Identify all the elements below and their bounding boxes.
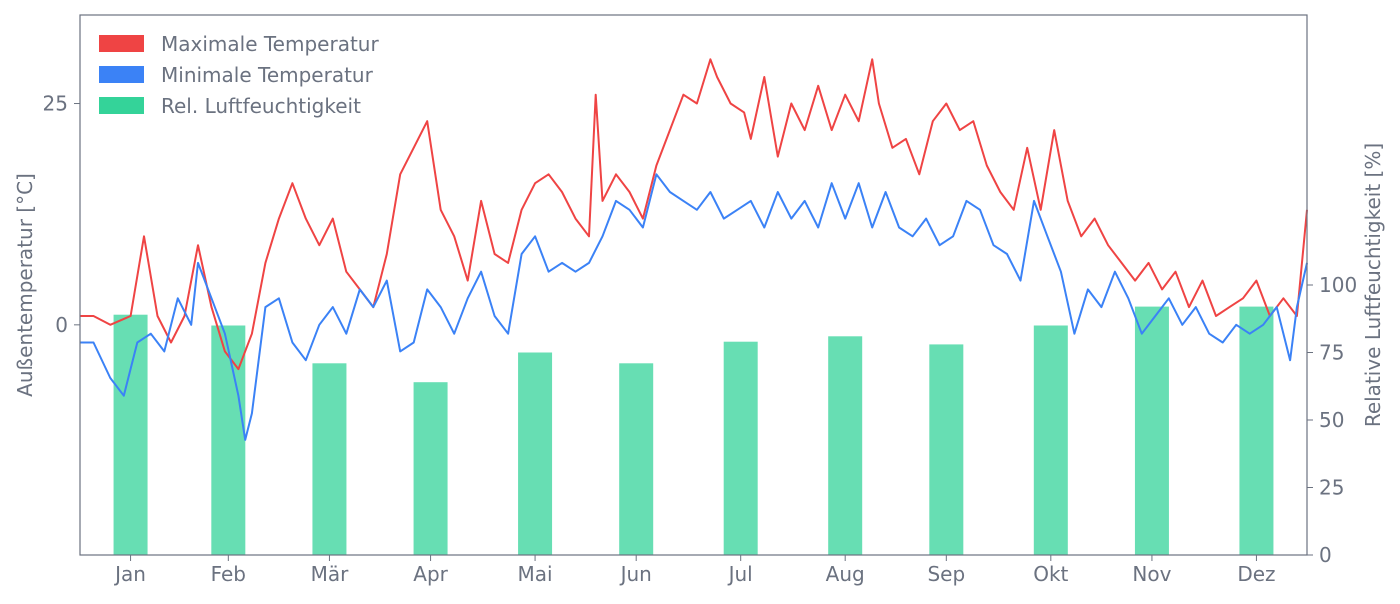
- legend-label: Minimale Temperatur: [161, 63, 374, 87]
- humidity-bar-okt: [1033, 325, 1068, 555]
- x-tick-label: Jan: [113, 562, 146, 586]
- x-tick-label: Okt: [1033, 562, 1068, 586]
- humidity-bar-dez: [1239, 306, 1274, 555]
- y-right-tick-label: 75: [1319, 341, 1344, 365]
- legend-label: Maximale Temperatur: [161, 32, 379, 56]
- max-temperature-line: [80, 58, 1308, 371]
- x-tick-label: Jun: [619, 562, 652, 586]
- y-right-axis-title: Relative Luftfeuchtigkeit [%]: [1361, 143, 1385, 427]
- temperature-lines: [80, 58, 1308, 441]
- axes: Jan Feb Mär Apr Mai Jun Jul Aug Sep Okt Nov Dez 0 25 0…: [43, 92, 1358, 586]
- humidity-bar-mär: [312, 363, 347, 555]
- x-tick-label: Nov: [1132, 562, 1171, 586]
- x-tick-label: Jul: [727, 562, 753, 586]
- legend-swatch: [99, 97, 144, 114]
- x-tick-label: Feb: [211, 562, 246, 586]
- y-left-axis-title: Außentemperatur [°C]: [13, 173, 37, 397]
- x-tick-label: Mai: [518, 562, 553, 586]
- humidity-bar-apr: [413, 382, 448, 555]
- legend-label: Rel. Luftfeuchtigkeit: [161, 94, 361, 118]
- humidity-bar-jan: [113, 314, 148, 555]
- legend-swatch: [99, 66, 144, 83]
- x-tick-label: Aug: [826, 562, 865, 586]
- humidity-bar-nov: [1134, 306, 1169, 555]
- humidity-bar-mai: [518, 352, 553, 555]
- x-tick-label: Mär: [311, 562, 350, 586]
- humidity-bar-aug: [828, 336, 863, 555]
- legend-swatch: [99, 35, 144, 52]
- x-tick-label: Apr: [413, 562, 448, 586]
- y-left-tick-label: 0: [55, 313, 68, 337]
- x-tick-label: Sep: [927, 562, 965, 586]
- x-tick-label: Dez: [1237, 562, 1275, 586]
- y-left-tick-label: 25: [43, 92, 68, 116]
- y-right-tick-label: 100: [1319, 273, 1357, 297]
- y-right-tick-label: 25: [1319, 476, 1344, 500]
- humidity-bars: [113, 306, 1274, 555]
- humidity-bar-feb: [211, 325, 246, 555]
- humidity-bar-jun: [619, 363, 654, 555]
- humidity-bar-sep: [929, 344, 964, 555]
- y-right-tick-label: 0: [1319, 543, 1332, 567]
- legend: Maximale Temperatur Minimale Temperatur Re…: [99, 32, 379, 118]
- humidity-bar-jul: [723, 341, 758, 555]
- y-right-tick-label: 50: [1319, 408, 1344, 432]
- min-temperature-line: [80, 173, 1308, 441]
